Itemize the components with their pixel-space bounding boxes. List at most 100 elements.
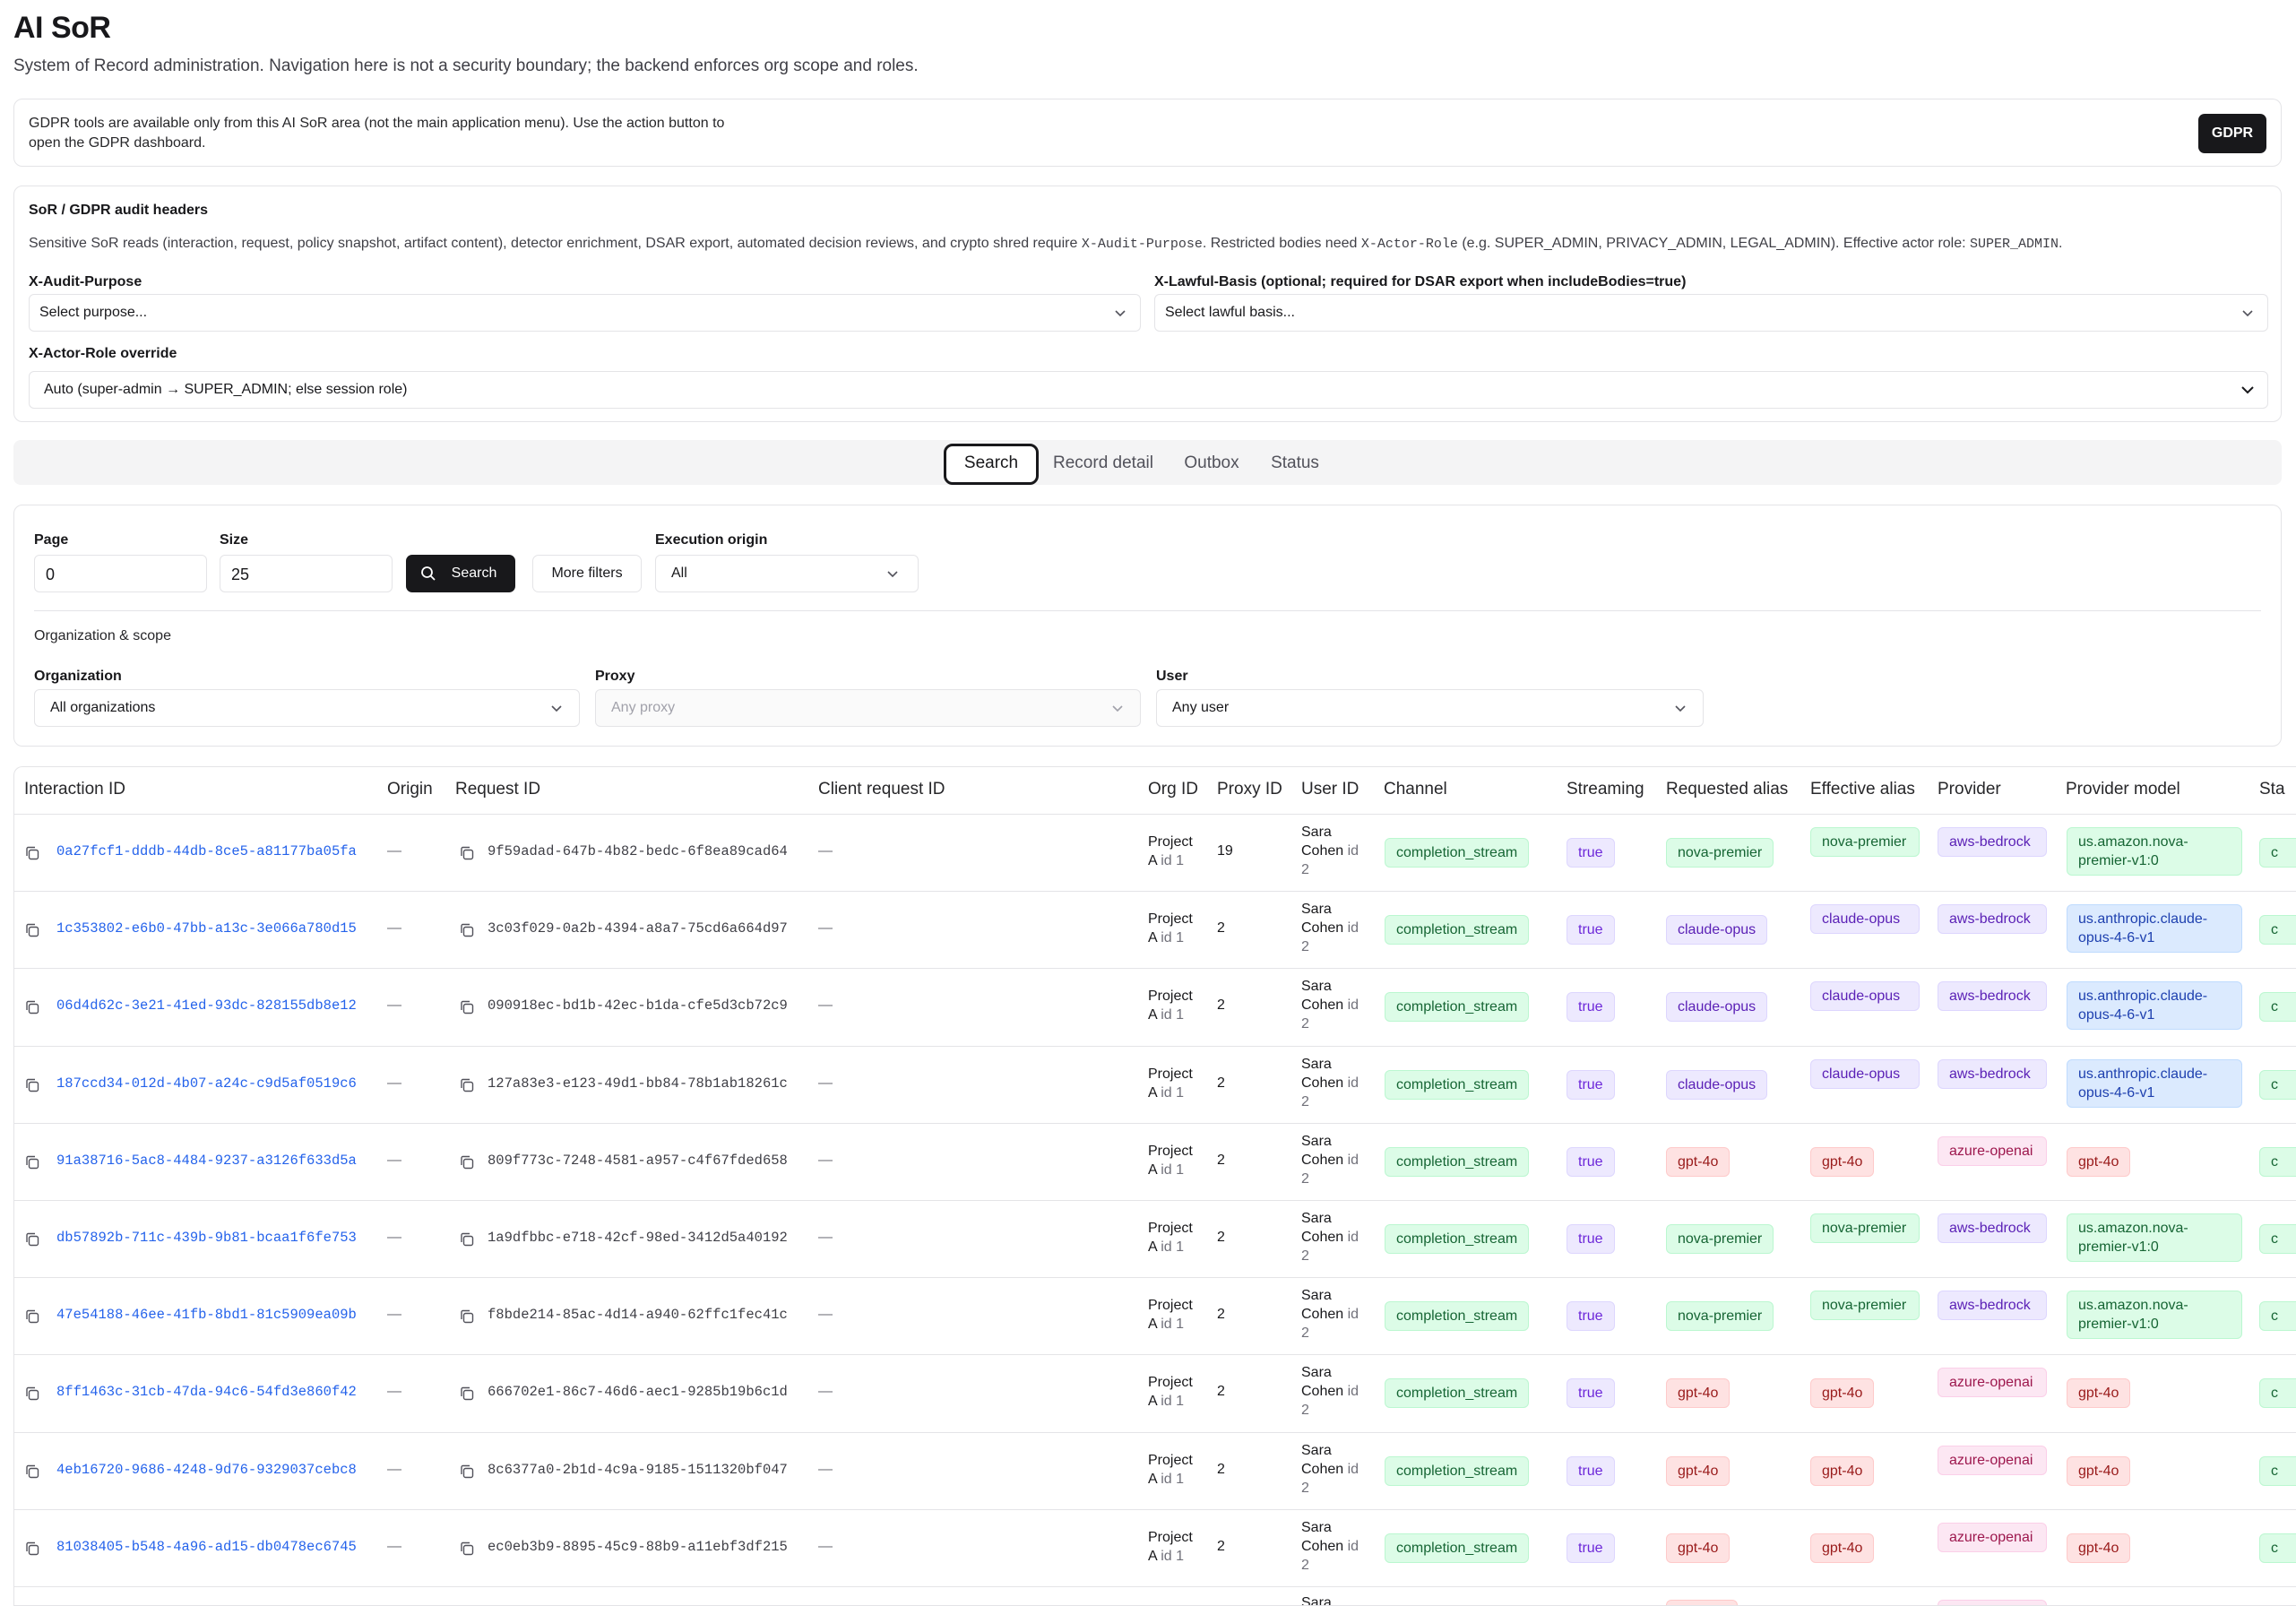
- actor-role-value: Auto (super-admin → SUPER_ADMIN; else se…: [44, 382, 408, 397]
- user-last-name: Cohen: [1301, 920, 1344, 937]
- channel-badge: completion_stream: [1385, 1224, 1530, 1254]
- origin-cell: —: [387, 997, 401, 1014]
- status-badge: c: [2259, 992, 2296, 1023]
- column-header-provider: Provider: [1938, 780, 2001, 799]
- execution-origin-select[interactable]: All: [655, 555, 919, 592]
- interaction-id-link[interactable]: 8ff1463c-31cb-47da-94c6-54fd3e860f42: [56, 1384, 357, 1401]
- copy-icon[interactable]: [24, 1386, 40, 1402]
- user-id-value: 2: [1301, 1248, 1309, 1264]
- interaction-id-link[interactable]: 47e54188-46ee-41fb-8bd1-81c5909ea09b: [56, 1307, 357, 1324]
- org-name: Project: [1148, 1375, 1193, 1391]
- copy-icon[interactable]: [24, 845, 40, 861]
- proxy-id-cell: 19: [1217, 843, 1233, 859]
- client-request-id-cell: —: [818, 920, 833, 937]
- interaction-id-link[interactable]: 91a38716-5ac8-4484-9237-a3126f633d5a: [56, 1152, 357, 1169]
- streaming-badge: true: [1567, 915, 1615, 945]
- user-last-name: Cohen: [1301, 1075, 1344, 1091]
- user-id-cell: Sara Cohen id 2: [1301, 1055, 1373, 1111]
- status-badge: c: [2259, 1301, 2296, 1332]
- copy-icon[interactable]: [459, 1386, 475, 1402]
- copy-icon[interactable]: [459, 1231, 475, 1248]
- interaction-id-link[interactable]: db57892b-711c-439b-9b81-bcaa1f6fe753: [56, 1230, 357, 1246]
- user-id-cell: Sara Cohen id 2: [1301, 1441, 1373, 1498]
- tab-outbox[interactable]: Outbox: [1184, 453, 1239, 472]
- copy-icon[interactable]: [459, 1464, 475, 1480]
- tab-search[interactable]: Search: [944, 444, 1039, 485]
- copy-icon[interactable]: [24, 1231, 40, 1248]
- column-header-streaming: Streaming: [1567, 780, 1644, 799]
- copy-icon[interactable]: [459, 1541, 475, 1557]
- copy-icon[interactable]: [459, 1308, 475, 1325]
- org-id-cell: Project A id 1: [1148, 1296, 1202, 1334]
- copy-icon[interactable]: [24, 922, 40, 938]
- page-input[interactable]: 0: [34, 555, 207, 592]
- org-name-suffix: A: [1148, 1317, 1157, 1333]
- tab-record-detail[interactable]: Record detail: [1053, 453, 1153, 472]
- audit-headers-card: SoR / GDPR audit headers Sensitive SoR r…: [13, 186, 2282, 422]
- copy-icon[interactable]: [459, 1077, 475, 1093]
- client-request-id-cell: —: [818, 1307, 833, 1323]
- tab-status[interactable]: Status: [1271, 453, 1319, 472]
- streaming-badge: true: [1567, 838, 1615, 868]
- status-badge: c: [2259, 915, 2296, 945]
- table-row: 47e54188-46ee-41fb-8bd1-81c5909ea09b — f8b…: [14, 1277, 2296, 1354]
- gdpr-notice-card: GDPR tools are available only from this …: [13, 99, 2282, 167]
- audit-headers-title: SoR / GDPR audit headers: [29, 203, 209, 218]
- proxy-placeholder: Any proxy: [611, 700, 676, 715]
- origin-cell: —: [387, 1230, 401, 1245]
- org-id-value: id 1: [1161, 1239, 1185, 1255]
- size-input[interactable]: 25: [220, 555, 393, 592]
- actor-role-select[interactable]: Auto (super-admin → SUPER_ADMIN; else se…: [29, 371, 2268, 409]
- user-id-prefix: id: [1347, 1538, 1359, 1554]
- provider-badge: [1938, 1600, 2047, 1605]
- organization-select[interactable]: All organizations: [34, 689, 580, 727]
- page-title: AI SoR: [13, 11, 111, 45]
- user-id-value: 2: [1301, 1093, 1309, 1110]
- user-first-name: Sara: [1301, 1595, 1332, 1606]
- origin-cell: —: [387, 1538, 401, 1554]
- interaction-id-link[interactable]: 81038405-b548-4a96-ad15-db0478ec6745: [56, 1538, 357, 1555]
- search-button[interactable]: Search: [406, 555, 515, 592]
- org-id-value: id 1: [1161, 1471, 1185, 1487]
- user-label: User: [1156, 669, 1188, 684]
- audit-purpose-select[interactable]: Select purpose...: [29, 294, 1141, 332]
- table-row: Sara: [14, 1586, 2296, 1606]
- interaction-id-link[interactable]: 1c353802-e6b0-47bb-a13c-3e066a780d15: [56, 920, 357, 937]
- proxy-select[interactable]: Any proxy: [595, 689, 1141, 727]
- user-id-prefix: id: [1347, 843, 1359, 859]
- interaction-id-link[interactable]: 06d4d62c-3e21-41ed-93dc-828155db8e12: [56, 997, 357, 1015]
- column-header-user-id: User ID: [1301, 780, 1359, 799]
- copy-icon[interactable]: [24, 1464, 40, 1480]
- org-id-value: id 1: [1161, 1161, 1185, 1178]
- user-select[interactable]: Any user: [1156, 689, 1704, 727]
- org-id-cell: Project A id 1: [1148, 1528, 1202, 1566]
- user-id-cell: Sara Cohen id 2: [1301, 1132, 1373, 1188]
- request-id-cell: 127a83e3-e123-49d1-bb84-78b1ab18261c: [488, 1075, 788, 1092]
- interaction-id-link[interactable]: 0a27fcf1-dddb-44db-8ce5-a81177ba05fa: [56, 843, 357, 859]
- copy-icon[interactable]: [459, 922, 475, 938]
- copy-icon[interactable]: [24, 999, 40, 1015]
- copy-icon[interactable]: [24, 1077, 40, 1093]
- interaction-id-link[interactable]: 187ccd34-012d-4b07-a24c-c9d5af0519c6: [56, 1075, 357, 1092]
- client-request-id-cell: —: [818, 843, 833, 859]
- audit-desc-text-4: .: [2059, 236, 2063, 251]
- copy-icon[interactable]: [24, 1308, 40, 1325]
- provider-model-badge: us.anthropic.claude-opus-4-6-v1: [2067, 981, 2242, 1031]
- user-first-name: Sara: [1301, 1519, 1332, 1535]
- user-first-name: Sara: [1301, 979, 1332, 995]
- interaction-id-link[interactable]: 4eb16720-9686-4248-9d76-9329037cebc8: [56, 1461, 357, 1478]
- lawful-basis-select[interactable]: Select lawful basis...: [1154, 294, 2268, 332]
- gdpr-button[interactable]: GDPR: [2198, 114, 2266, 153]
- copy-icon[interactable]: [24, 1154, 40, 1170]
- copy-icon[interactable]: [24, 1541, 40, 1557]
- copy-icon[interactable]: [459, 999, 475, 1015]
- org-name: Project: [1148, 989, 1193, 1005]
- copy-icon[interactable]: [459, 1154, 475, 1170]
- more-filters-button[interactable]: More filters: [532, 555, 642, 592]
- effective-alias-badge: gpt-4o: [1810, 1378, 1875, 1409]
- user-value: Any user: [1172, 700, 1230, 715]
- audit-desc-text-3: (e.g. SUPER_ADMIN, PRIVACY_ADMIN, LEGAL_…: [1457, 236, 1971, 251]
- copy-icon[interactable]: [459, 845, 475, 861]
- provider-badge: aws-bedrock: [1938, 1291, 2047, 1321]
